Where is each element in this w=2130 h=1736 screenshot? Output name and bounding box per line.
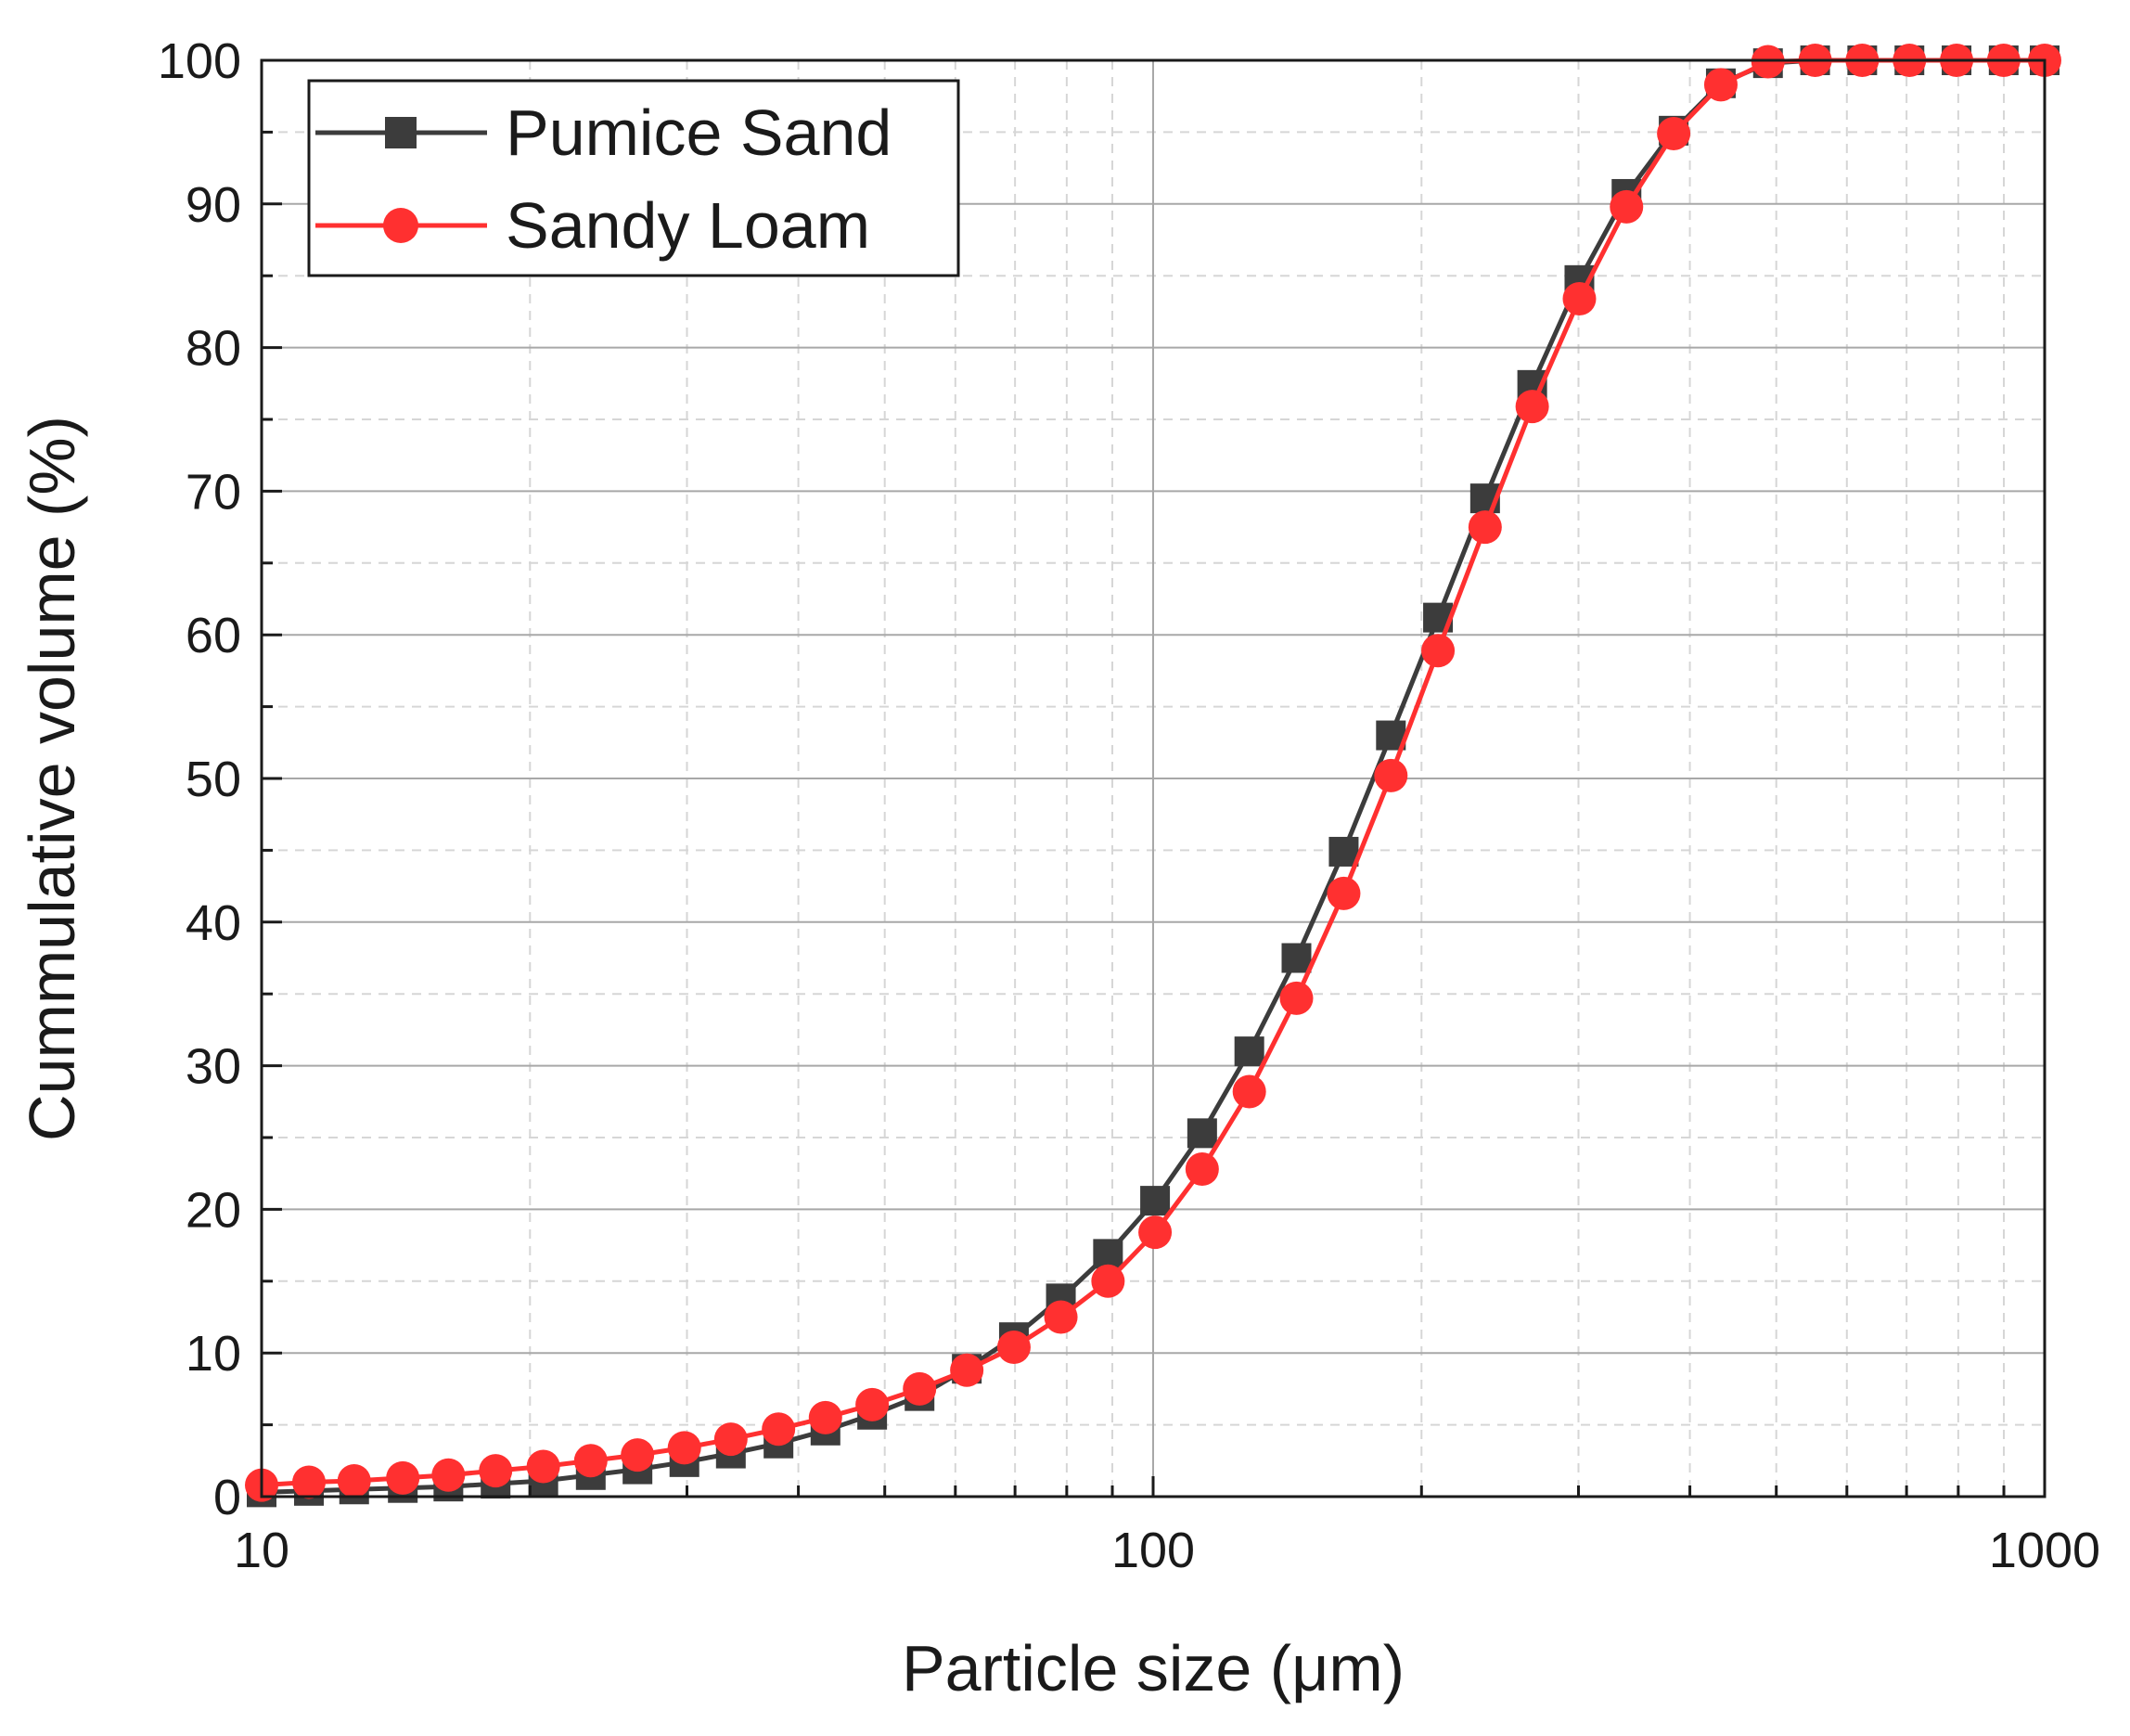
data-point-sandy-loam: [1091, 1264, 1125, 1298]
data-point-sandy-loam: [1138, 1215, 1173, 1250]
data-point-sandy-loam: [292, 1465, 327, 1499]
data-point-pumice-sand: [1093, 1239, 1123, 1269]
data-point-sandy-loam: [386, 1460, 420, 1495]
data-point-sandy-loam: [903, 1371, 937, 1406]
y-axis-title: Cummulative volume (%): [16, 416, 88, 1141]
legend-box: [307, 79, 960, 277]
data-point-sandy-loam: [667, 1431, 701, 1465]
data-point-sandy-loam: [1468, 510, 1502, 545]
data-point-sandy-loam: [1515, 390, 1549, 424]
data-point-sandy-loam: [431, 1458, 466, 1492]
axis-ticks: [260, 58, 2047, 1498]
y-tick-label: 100: [158, 33, 241, 89]
y-tick-label: 60: [186, 608, 241, 663]
data-point-sandy-loam: [1751, 45, 1785, 79]
data-point-sandy-loam: [1327, 876, 1361, 910]
y-tick-label: 40: [186, 895, 241, 951]
data-point-sandy-loam: [1232, 1074, 1266, 1109]
data-point-sandy-loam: [1421, 634, 1456, 668]
data-point-sandy-loam: [573, 1444, 608, 1478]
y-tick-label: 10: [186, 1326, 241, 1382]
data-point-sandy-loam: [996, 1331, 1031, 1365]
y-tick-label: 30: [186, 1039, 241, 1095]
data-point-sandy-loam: [713, 1422, 748, 1457]
data-point-sandy-loam: [855, 1387, 890, 1421]
data-point-sandy-loam: [479, 1454, 513, 1488]
data-point-sandy-loam: [1279, 981, 1314, 1015]
data-point-sandy-loam: [1610, 189, 1644, 224]
data-point-sandy-loam: [526, 1449, 560, 1484]
y-tick-label: 0: [213, 1470, 241, 1525]
legend-marker-sandy-loam: [383, 208, 418, 243]
y-tick-label: 20: [186, 1182, 241, 1238]
legend-label-pumice-sand: Pumice Sand: [506, 96, 892, 169]
y-tick-label: 50: [186, 752, 241, 807]
x-tick-label: 10: [234, 1523, 289, 1578]
data-point-sandy-loam: [808, 1400, 842, 1434]
legend-marker-pumice-sand: [385, 117, 417, 148]
data-point-sandy-loam: [1044, 1300, 1078, 1334]
data-point-sandy-loam: [762, 1412, 796, 1447]
x-axis-title: Particle size (μm): [902, 1632, 1405, 1704]
y-tick-label: 90: [186, 177, 241, 233]
series-layer: [245, 44, 2061, 1508]
data-point-pumice-sand: [1187, 1118, 1217, 1149]
x-tick-label: 1000: [1989, 1523, 2100, 1578]
legend-label-sandy-loam: Sandy Loam: [506, 189, 870, 262]
data-point-sandy-loam: [1657, 116, 1691, 150]
y-tick-label: 70: [186, 464, 241, 520]
data-point-pumice-sand: [1140, 1186, 1171, 1216]
data-point-pumice-sand: [1234, 1036, 1264, 1067]
data-point-sandy-loam: [950, 1353, 984, 1387]
data-point-pumice-sand: [1281, 943, 1312, 973]
data-point-pumice-sand: [1328, 836, 1359, 867]
data-point-sandy-loam: [1703, 68, 1738, 102]
legend: Pumice Sand Sandy Loam: [307, 79, 960, 277]
data-point-sandy-loam: [1562, 281, 1597, 315]
y-tick-label: 80: [186, 321, 241, 377]
x-tick-label: 100: [1111, 1523, 1195, 1578]
data-point-sandy-loam: [337, 1463, 371, 1498]
data-point-sandy-loam: [1185, 1152, 1219, 1187]
data-point-sandy-loam: [1374, 758, 1408, 792]
data-point-sandy-loam: [621, 1438, 655, 1472]
